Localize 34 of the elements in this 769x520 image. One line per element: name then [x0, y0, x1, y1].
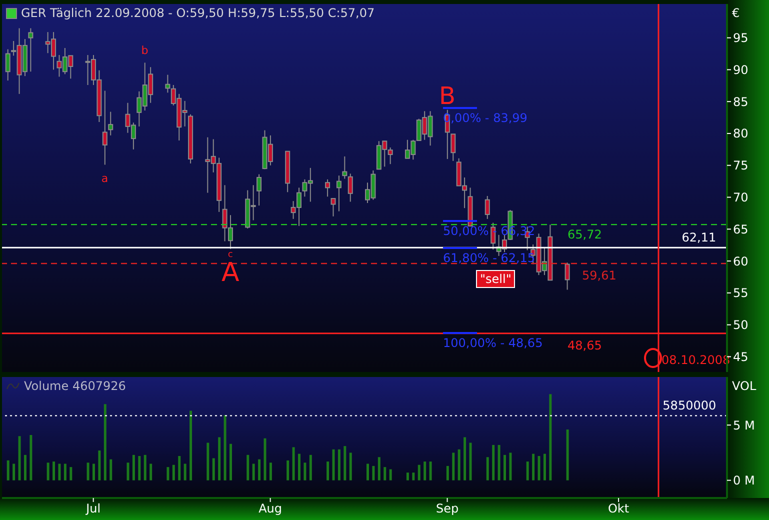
y-tick-label: 50: [733, 318, 748, 332]
ref-line-label: 48,65: [568, 338, 602, 352]
annotation: 100,00% - 48,65: [443, 336, 543, 350]
y-tick-label: 45: [733, 350, 748, 364]
ref-line-label: 5850000: [662, 398, 716, 413]
x-tick-label: Sep: [436, 502, 459, 516]
y-tick-label: 70: [733, 190, 748, 205]
y-tick-label: 5 M: [733, 418, 755, 432]
y-tick-label: 95: [733, 31, 748, 46]
x-tick-label: Jul: [85, 502, 101, 516]
y-tick-label: 75: [733, 158, 748, 173]
x-tick-label: Okt: [608, 502, 630, 516]
chart-title: Volume 4607926: [24, 379, 126, 393]
ref-line-label: 59,61: [582, 268, 616, 283]
annotation: "sell": [476, 270, 516, 288]
annotation: b: [141, 44, 148, 58]
y-tick-label: 65: [733, 222, 748, 236]
annotation: B: [439, 82, 456, 110]
ref-line-label: 65,72: [568, 228, 602, 242]
y-tick-label: 60: [733, 254, 748, 268]
y-axis-title: €: [732, 6, 740, 20]
ref-line-label: 08.10.2008: [661, 353, 730, 367]
y-tick-label: 90: [733, 62, 748, 77]
y-tick-label: 55: [733, 286, 748, 300]
ref-line-label: 62,11: [682, 230, 716, 245]
y-tick-label: 0 M: [733, 474, 755, 488]
y-tick-label: 80: [733, 126, 748, 141]
y-tick-label: 85: [733, 94, 748, 109]
chart-title: GER Täglich 22.09.2008 - O:59,50 H:59,75 L:55,50 C:57,07: [21, 6, 375, 20]
y-axis-title: VOL: [732, 379, 756, 393]
x-tick-label: Aug: [258, 502, 282, 516]
annotation: a: [101, 172, 108, 186]
annotation: A: [221, 258, 240, 288]
annotation: c: [228, 250, 233, 260]
